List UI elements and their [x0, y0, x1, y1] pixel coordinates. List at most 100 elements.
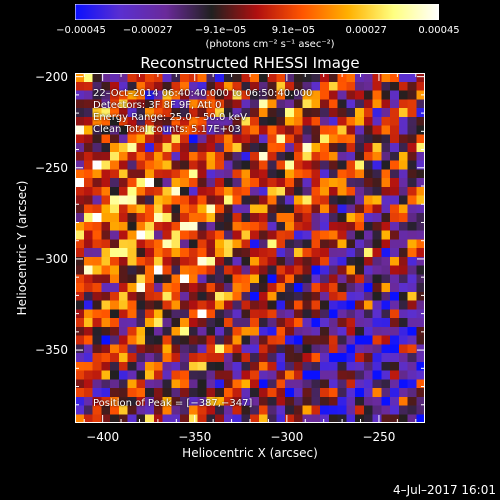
- heatmap-cell: [118, 204, 128, 214]
- heatmap-cell: [127, 274, 137, 284]
- heatmap-cell: [363, 344, 373, 354]
- heatmap-cell: [320, 108, 330, 118]
- heatmap-cell: [302, 204, 312, 214]
- heatmap-cell: [320, 239, 330, 249]
- heatmap-cell: [197, 230, 207, 240]
- heatmap-cell: [101, 309, 111, 319]
- heatmap-cell: [258, 186, 268, 196]
- heatmap-cell: [363, 256, 373, 266]
- heatmap-cell: [162, 248, 172, 258]
- heatmap-cell: [118, 318, 128, 328]
- heatmap-cell: [136, 160, 146, 170]
- heatmap-cell: [267, 283, 277, 293]
- heatmap-cell: [276, 151, 286, 161]
- heatmap-cell: [92, 335, 102, 345]
- heatmap-cell: [83, 370, 93, 380]
- heatmap-cell: [206, 248, 216, 258]
- heatmap-cell: [416, 143, 425, 153]
- heatmap-cell: [75, 396, 85, 406]
- heatmap-cell: [127, 239, 137, 249]
- heatmap-cell: [223, 388, 233, 398]
- heatmap-cell: [145, 326, 155, 336]
- heatmap-cell: [276, 265, 286, 275]
- heatmap-cell: [372, 108, 382, 118]
- heatmap-cell: [215, 405, 225, 415]
- heatmap-cell: [311, 300, 321, 310]
- heatmap-cell: [215, 99, 225, 109]
- heatmap-cell: [293, 274, 303, 284]
- heatmap-cell: [101, 195, 111, 205]
- heatmap-cell: [162, 221, 172, 231]
- heatmap-cell: [328, 388, 338, 398]
- heatmap-cell: [346, 379, 356, 389]
- heatmap-cell: [197, 108, 207, 118]
- heatmap-cell: [145, 353, 155, 363]
- heatmap-cell: [215, 134, 225, 144]
- heatmap-cell: [223, 125, 233, 135]
- heatmap-cell: [372, 344, 382, 354]
- heatmap-cell: [110, 230, 120, 240]
- heatmap-cell: [206, 213, 216, 223]
- heatmap-cell: [110, 178, 120, 188]
- heatmap-cell: [241, 116, 251, 126]
- heatmap-cell: [171, 186, 181, 196]
- heatmap-cell: [110, 108, 120, 118]
- heatmap-cell: [92, 291, 102, 301]
- heatmap-cell: [180, 81, 190, 91]
- heatmap-cell: [285, 248, 295, 258]
- heatmap-cell: [241, 230, 251, 240]
- heatmap-cell: [372, 169, 382, 179]
- heatmap-cell: [171, 326, 181, 336]
- heatmap-cell: [153, 160, 163, 170]
- heatmap-cell: [153, 274, 163, 284]
- heatmap-cell: [302, 405, 312, 415]
- heatmap-cell: [180, 248, 190, 258]
- heatmap-cell: [337, 283, 347, 293]
- heatmap-cell: [320, 335, 330, 345]
- heatmap-cell: [215, 108, 225, 118]
- heatmap-cell: [180, 283, 190, 293]
- heatmap-cell: [101, 169, 111, 179]
- heatmap-cell: [127, 213, 137, 223]
- heatmap-cell: [118, 283, 128, 293]
- heatmap-cell: [110, 186, 120, 196]
- heatmap-cell: [75, 414, 85, 423]
- heatmap-cell: [223, 248, 233, 258]
- heatmap-cell: [118, 291, 128, 301]
- heatmap-cell: [232, 344, 242, 354]
- heatmap-cell: [250, 151, 260, 161]
- heatmap-cell: [381, 204, 391, 214]
- heatmap-cell: [416, 221, 425, 231]
- heatmap-cell: [75, 318, 85, 328]
- heatmap-cell: [346, 396, 356, 406]
- heatmap-cell: [258, 353, 268, 363]
- heatmap-cell: [215, 239, 225, 249]
- heatmap-cell: [285, 125, 295, 135]
- heatmap-cell: [302, 151, 312, 161]
- heatmap-cell: [320, 151, 330, 161]
- heatmap-cell: [232, 239, 242, 249]
- heatmap-cell: [136, 309, 146, 319]
- heatmap-cell: [416, 265, 425, 275]
- heatmap-cell: [215, 335, 225, 345]
- heatmap-cell: [372, 414, 382, 423]
- heatmap-cell: [162, 125, 172, 135]
- heatmap-cell: [258, 265, 268, 275]
- heatmap-cell: [145, 116, 155, 126]
- heatmap-cell: [267, 116, 277, 126]
- heatmap-cell: [101, 318, 111, 328]
- heatmap-cell: [215, 178, 225, 188]
- heatmap-cell: [276, 116, 286, 126]
- y-tick-label: −300: [35, 251, 68, 266]
- heatmap-cell: [346, 335, 356, 345]
- heatmap-cell: [355, 195, 365, 205]
- heatmap-cell: [311, 239, 321, 249]
- heatmap-cell: [171, 125, 181, 135]
- heatmap-cell: [407, 326, 417, 336]
- heatmap-cell: [276, 169, 286, 179]
- heatmap-cell: [75, 283, 85, 293]
- heatmap-cell: [267, 160, 277, 170]
- heatmap-cell: [416, 116, 425, 126]
- heatmap-cell: [162, 344, 172, 354]
- heatmap-cell: [188, 274, 198, 284]
